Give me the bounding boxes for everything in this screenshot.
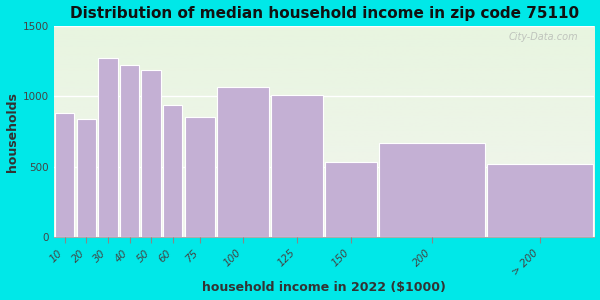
Bar xyxy=(379,143,485,237)
Bar xyxy=(142,70,161,237)
Bar xyxy=(185,118,215,237)
Bar xyxy=(217,87,269,237)
Y-axis label: households: households xyxy=(5,92,19,172)
Bar xyxy=(120,65,139,237)
X-axis label: household income in 2022 ($1000): household income in 2022 ($1000) xyxy=(202,281,446,294)
Bar xyxy=(55,113,74,237)
Bar xyxy=(487,164,593,237)
Bar xyxy=(271,95,323,237)
Bar xyxy=(325,162,377,237)
Bar xyxy=(77,119,96,237)
Text: City-Data.com: City-Data.com xyxy=(509,32,578,42)
Title: Distribution of median household income in zip code 75110: Distribution of median household income … xyxy=(70,6,579,21)
Bar xyxy=(98,58,118,237)
Bar xyxy=(163,105,182,237)
